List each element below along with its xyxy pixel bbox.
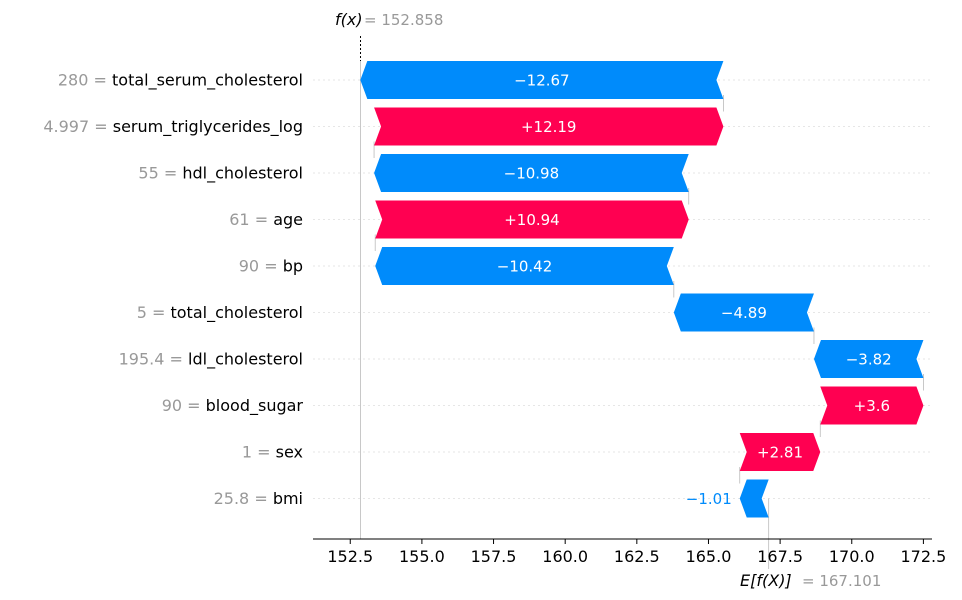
feature-label: 5 = total_cholesterol xyxy=(137,303,303,323)
bar-value-label: +2.81 xyxy=(757,444,803,462)
base-value: = 167.101 xyxy=(802,572,881,590)
feature-name: age xyxy=(273,210,303,229)
feature-value: 5 = xyxy=(137,303,171,322)
feature-name: sex xyxy=(276,443,303,462)
bar-value-label: +3.6 xyxy=(854,397,890,415)
feature-label: 25.8 = bmi xyxy=(214,489,303,508)
fx-label: f(x) xyxy=(335,10,363,29)
bar-value-label: +10.94 xyxy=(504,211,560,229)
feature-name: bmi xyxy=(273,489,303,508)
feature-value: 90 = xyxy=(239,257,283,276)
feature-value: 4.997 = xyxy=(43,117,112,136)
feature-name: bp xyxy=(283,257,303,276)
feature-label: 61 = age xyxy=(229,210,303,229)
x-tick-label: 162.5 xyxy=(614,547,660,566)
feature-label: 4.997 = serum_triglycerides_log xyxy=(43,117,303,137)
feature-value: 61 = xyxy=(229,210,273,229)
feature-label: 1 = sex xyxy=(242,443,303,462)
feature-name: hdl_cholesterol xyxy=(182,164,303,184)
x-tick-label: 170.0 xyxy=(829,547,875,566)
feature-value: 55 = xyxy=(138,164,182,183)
bar-sex xyxy=(739,433,821,471)
feature-label: 195.4 = ldl_cholesterol xyxy=(119,350,303,370)
feature-value: 280 = xyxy=(58,71,112,90)
bar-bmi xyxy=(739,479,769,518)
fx-value-number: 152.858 xyxy=(381,11,443,29)
x-tick-label: 165.0 xyxy=(686,547,732,566)
fx-value: = 152.858 xyxy=(364,11,443,29)
bar-value-label: −1.01 xyxy=(686,490,732,508)
feature-label: 280 = total_serum_cholesterol xyxy=(58,71,303,91)
feature-label: 55 = hdl_cholesterol xyxy=(138,164,303,184)
bar-value-label: −10.42 xyxy=(497,258,553,276)
feature-value: 90 = xyxy=(162,396,206,415)
feature-name: total_cholesterol xyxy=(170,303,303,323)
x-tick-label: 172.5 xyxy=(900,547,946,566)
bar-value-label: −10.98 xyxy=(504,165,560,183)
bar-ldl_cholesterol xyxy=(813,340,924,378)
feature-name: total_serum_cholesterol xyxy=(112,71,303,91)
feature-value: 25.8 = xyxy=(214,489,273,508)
feature-name: serum_triglycerides_log xyxy=(113,117,303,137)
base-label: E[f(X)] xyxy=(740,571,792,590)
connector-layer xyxy=(360,36,924,569)
base-symbol: E[f(X)] xyxy=(740,571,792,590)
feature-value: 195.4 = xyxy=(119,350,188,369)
x-axis: 152.5 155.0 157.5 160.0 162.5 165.0 167.5 170.0… xyxy=(313,538,946,566)
bar-total_cholesterol xyxy=(673,293,814,332)
fx-symbol: f(x) xyxy=(335,10,363,29)
bar-layer: −12.67 +12.19 −10.98 +10.94 −10.42 −4.89 −3.82… xyxy=(360,61,924,518)
feature-label: 90 = blood_sugar xyxy=(162,396,304,416)
base-value-number: 167.101 xyxy=(819,572,881,590)
x-tick-label: 155.0 xyxy=(399,547,445,566)
bar-value-label: −4.89 xyxy=(721,304,767,322)
feature-name: blood_sugar xyxy=(206,396,304,416)
feature-name: ldl_cholesterol xyxy=(188,350,303,370)
bar-value-label: +12.19 xyxy=(521,118,577,136)
x-tick-label: 152.5 xyxy=(327,547,373,566)
feature-labels: 280 = total_serum_cholesterol 4.997 = ser… xyxy=(43,71,303,509)
x-tick-label: 160.0 xyxy=(542,547,588,566)
bar-total_serum_cholesterol xyxy=(360,61,724,99)
bar-age xyxy=(375,200,689,239)
bar-blood_sugar xyxy=(820,386,924,425)
bar-hdl_cholesterol xyxy=(374,154,689,192)
feature-value: 1 = xyxy=(242,443,276,462)
x-tick-label: 157.5 xyxy=(471,547,517,566)
x-tick-label: 167.5 xyxy=(757,547,803,566)
bar-bp xyxy=(375,247,674,285)
bar-value-label: −3.82 xyxy=(846,351,892,369)
feature-label: 90 = bp xyxy=(239,257,303,276)
bar-serum_triglycerides_log xyxy=(374,107,724,146)
bar-value-label: −12.67 xyxy=(514,72,570,90)
